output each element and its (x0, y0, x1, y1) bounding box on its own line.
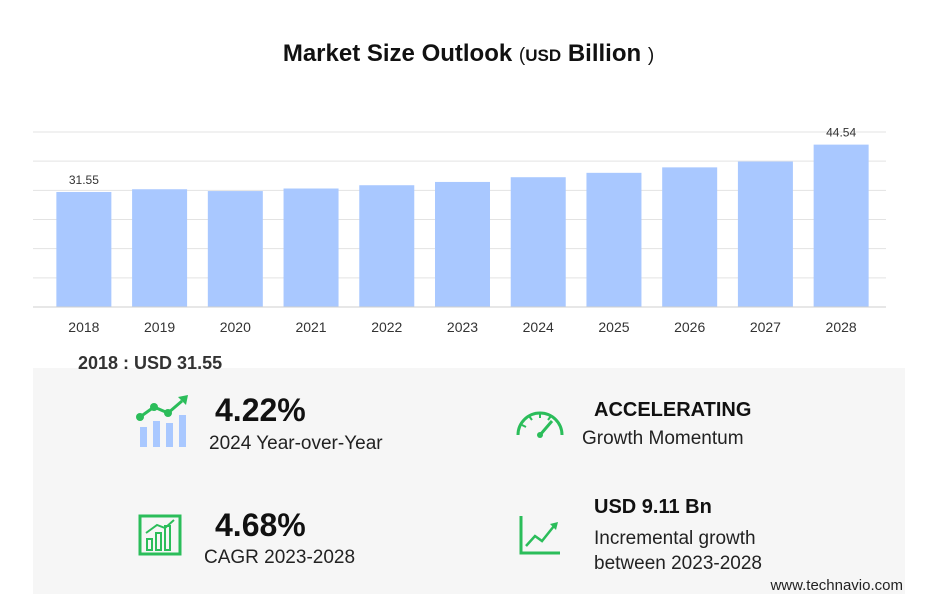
bar-2020 (207, 191, 263, 307)
x-tick-label: 2025 (598, 319, 629, 335)
cagr-chart-icon (138, 514, 182, 556)
cagr-value: 4.68% (215, 507, 306, 543)
x-tick-label: 2019 (144, 319, 175, 335)
bar-2024 (510, 177, 566, 307)
bar-2022 (359, 185, 415, 307)
title-paren-close: ) (647, 45, 655, 66)
bar-2018 (56, 191, 112, 307)
bar-2026 (662, 167, 718, 307)
x-tick-label: 2023 (447, 319, 478, 335)
x-tick-label: 2026 (674, 319, 705, 335)
bar-2028 (813, 144, 869, 307)
yoy-label: 2024 Year-over-Year (209, 433, 383, 454)
incremental-value: USD 9.11 Bn (594, 496, 712, 518)
chart-title: Market Size Outlook (USD Billion ) (0, 40, 937, 68)
trend-line-icon (519, 516, 560, 555)
data-label: 31.55 (69, 173, 99, 187)
incremental-label-2: between 2023-2028 (594, 553, 762, 574)
title-unit: USD (525, 46, 562, 65)
speedometer-icon (516, 411, 564, 438)
yoy-value: 4.22% (215, 392, 306, 428)
title-paren-open: ( (518, 45, 526, 66)
data-label: 44.54 (826, 126, 856, 140)
title-main: Market Size Outlook (282, 40, 513, 67)
growth-bars-icon (136, 395, 188, 447)
x-tick-label: 2027 (750, 319, 781, 335)
bar-2025 (586, 172, 642, 307)
incremental-label-1: Incremental growth (594, 528, 756, 549)
bar-chart: 2018 31.55 2019 2020 2021 2022 2023 2024 2025 202… (33, 126, 886, 335)
momentum-heading: ACCELERATING (594, 399, 752, 421)
bar-2027 (737, 161, 793, 307)
source-url: www.technavio.com (770, 577, 903, 594)
x-tick-label: 2020 (220, 319, 251, 335)
momentum-label: Growth Momentum (582, 428, 744, 449)
cagr-label: CAGR 2023-2028 (204, 547, 356, 568)
x-tick-label: 2024 (523, 319, 554, 335)
bar-2019 (132, 189, 188, 307)
base-year-value: 2018 : USD 31.55 (78, 353, 223, 373)
x-tick-label: 2022 (371, 319, 402, 335)
x-tick-label: 2018 (68, 319, 99, 335)
x-tick-label: 2021 (295, 319, 326, 335)
bar-2023 (435, 181, 490, 307)
bar-2021 (283, 188, 339, 307)
x-tick-label: 2028 (826, 319, 857, 335)
title-unit-word: Billion (567, 40, 642, 67)
